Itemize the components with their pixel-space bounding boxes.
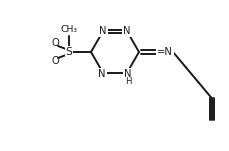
Text: N: N: [98, 69, 105, 79]
Text: N: N: [124, 69, 131, 79]
Text: =N: =N: [156, 47, 172, 57]
Text: N: N: [123, 26, 130, 36]
Text: S: S: [65, 47, 72, 57]
Text: H: H: [124, 77, 131, 86]
Text: N: N: [99, 26, 106, 36]
Text: CH₃: CH₃: [60, 26, 77, 34]
Text: O: O: [51, 56, 59, 66]
Text: O: O: [51, 38, 59, 48]
